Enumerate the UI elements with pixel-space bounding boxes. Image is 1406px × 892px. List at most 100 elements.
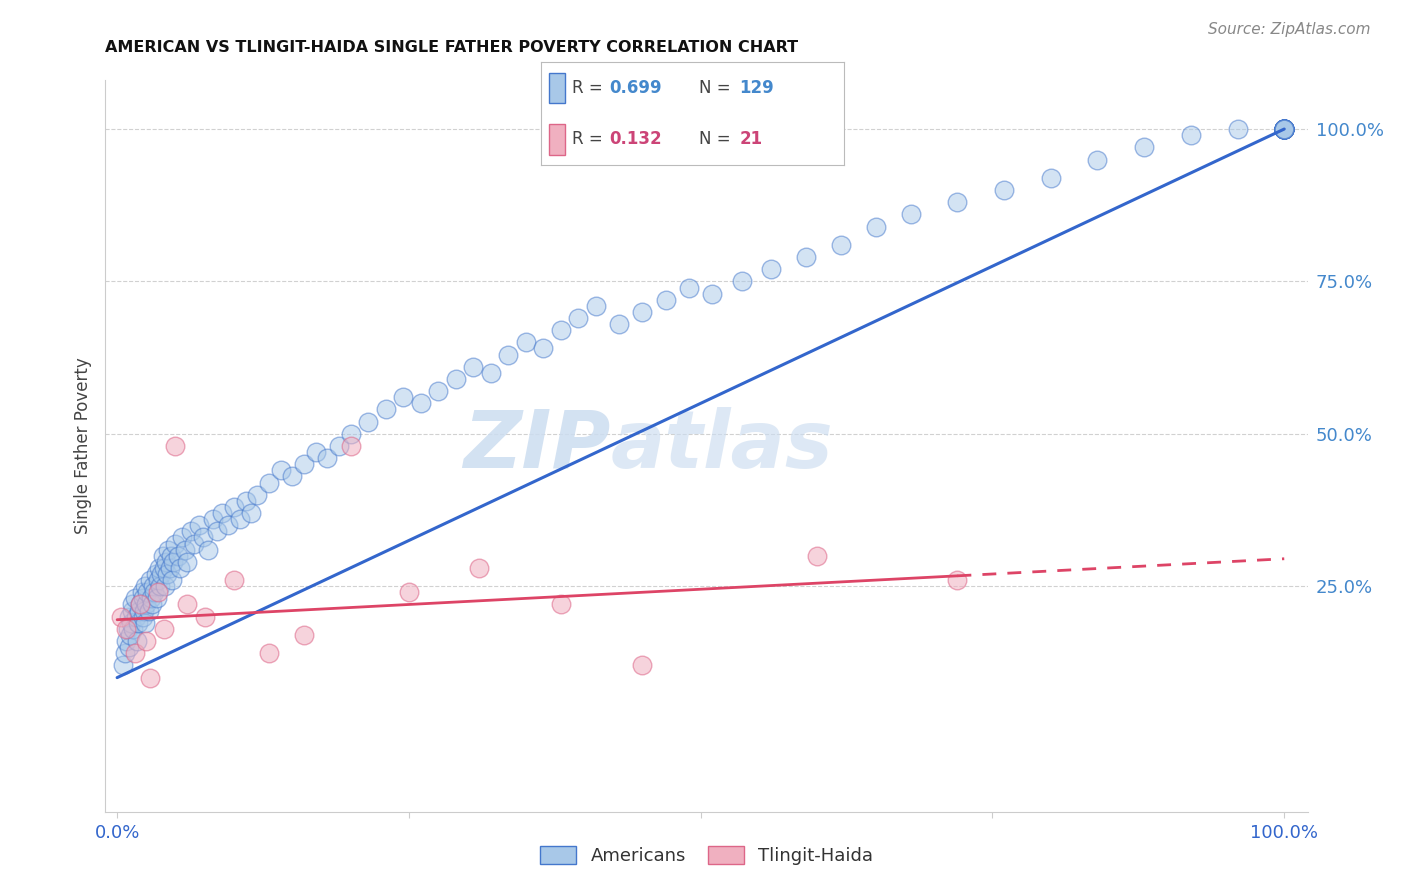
Point — [678, 280, 700, 294]
Point — [292, 628, 315, 642]
Point — [607, 317, 630, 331]
Point — [830, 238, 852, 252]
Point — [398, 585, 420, 599]
Point — [1133, 140, 1156, 154]
Point — [946, 195, 969, 210]
Point — [155, 555, 177, 569]
Point — [246, 488, 269, 502]
Point — [1272, 122, 1295, 136]
Point — [993, 183, 1015, 197]
Point — [631, 305, 654, 319]
Text: 0.132: 0.132 — [609, 130, 662, 148]
Point — [146, 573, 169, 587]
Point — [157, 542, 180, 557]
Point — [654, 293, 676, 307]
Point — [159, 561, 181, 575]
Point — [207, 524, 229, 539]
Point — [217, 518, 239, 533]
Point — [730, 275, 752, 289]
Point — [152, 549, 174, 563]
Point — [1226, 122, 1249, 136]
Point — [759, 262, 782, 277]
Text: N =: N = — [699, 79, 735, 97]
Point — [153, 579, 176, 593]
Point — [631, 658, 654, 673]
Point — [118, 628, 141, 642]
Point — [444, 372, 467, 386]
Point — [409, 396, 432, 410]
Point — [531, 342, 554, 356]
Point — [1272, 122, 1295, 136]
Point — [194, 609, 217, 624]
Point — [339, 439, 361, 453]
Point — [257, 475, 280, 490]
Point — [316, 451, 339, 466]
Point — [118, 609, 141, 624]
Point — [328, 439, 350, 453]
Point — [1272, 122, 1295, 136]
Point — [134, 615, 156, 630]
Point — [187, 518, 209, 533]
Point — [374, 402, 396, 417]
Point — [111, 658, 134, 673]
Point — [134, 579, 156, 593]
Text: atlas: atlas — [610, 407, 834, 485]
Point — [1039, 170, 1062, 185]
Point — [585, 299, 607, 313]
Point — [129, 598, 152, 612]
Point — [160, 573, 183, 587]
Point — [515, 335, 537, 350]
Point — [211, 506, 233, 520]
Point — [176, 555, 198, 569]
Point — [201, 512, 224, 526]
Point — [304, 445, 326, 459]
Point — [339, 426, 361, 441]
Point — [132, 591, 155, 606]
Point — [1087, 153, 1109, 167]
Point — [281, 469, 304, 483]
Point — [357, 415, 380, 429]
Point — [145, 567, 167, 582]
Point — [1272, 122, 1295, 136]
Point — [1272, 122, 1295, 136]
Point — [806, 549, 828, 563]
Point — [1272, 122, 1295, 136]
Point — [146, 585, 169, 599]
Point — [193, 530, 215, 544]
Point — [1272, 122, 1295, 136]
Point — [139, 573, 162, 587]
Text: Source: ZipAtlas.com: Source: ZipAtlas.com — [1208, 22, 1371, 37]
Point — [138, 604, 160, 618]
Point — [150, 567, 173, 582]
Point — [235, 494, 257, 508]
Point — [270, 463, 292, 477]
Point — [117, 622, 139, 636]
Point — [139, 671, 162, 685]
Point — [222, 500, 245, 514]
Point — [1272, 122, 1295, 136]
Point — [567, 311, 589, 326]
Point — [479, 366, 502, 380]
Point — [1272, 122, 1295, 136]
Point — [122, 622, 145, 636]
Point — [794, 250, 817, 264]
Point — [139, 591, 162, 606]
Point — [1272, 122, 1295, 136]
Point — [165, 536, 187, 550]
Point — [121, 598, 143, 612]
Point — [1180, 128, 1202, 143]
Point — [197, 542, 219, 557]
Point — [392, 390, 415, 404]
Point — [1272, 122, 1295, 136]
Point — [125, 609, 148, 624]
Point — [115, 634, 138, 648]
Point — [550, 598, 572, 612]
Point — [166, 549, 188, 563]
Text: AMERICAN VS TLINGIT-HAIDA SINGLE FATHER POVERTY CORRELATION CHART: AMERICAN VS TLINGIT-HAIDA SINGLE FATHER … — [105, 40, 799, 55]
Point — [125, 634, 148, 648]
Point — [176, 598, 198, 612]
Point — [900, 207, 922, 221]
Point — [946, 573, 969, 587]
Text: 129: 129 — [740, 79, 775, 97]
Point — [183, 536, 205, 550]
